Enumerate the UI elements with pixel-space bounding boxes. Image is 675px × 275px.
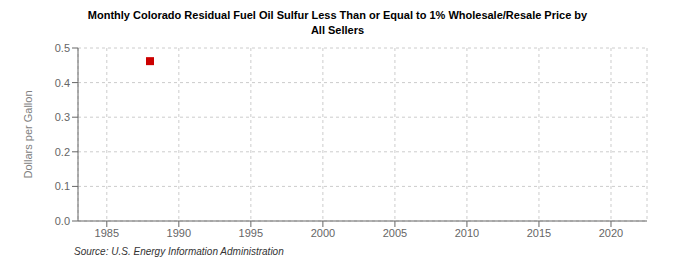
svg-text:2010: 2010 xyxy=(455,227,479,239)
svg-text:1985: 1985 xyxy=(95,227,119,239)
svg-text:0.5: 0.5 xyxy=(55,42,70,54)
html-text:Monthly Colorado Residual Fuel: Monthly Colorado Residual Fuel Oil Sulfu… xyxy=(87,9,588,21)
svg-text:2020: 2020 xyxy=(599,227,623,239)
svg-text:1990: 1990 xyxy=(167,227,191,239)
svg-text:2015: 2015 xyxy=(527,227,551,239)
svg-text:0.3: 0.3 xyxy=(55,111,70,123)
html-text:All Sellers: All Sellers xyxy=(310,24,365,36)
svg-text:2000: 2000 xyxy=(311,227,335,239)
html-text:Source: U.S. Energy Informatio: Source: U.S. Energy Information Administ… xyxy=(74,246,284,257)
svg-text:0.1: 0.1 xyxy=(55,180,70,192)
svg-text:1995: 1995 xyxy=(239,227,263,239)
svg-text:0.4: 0.4 xyxy=(55,77,70,89)
svg-text:0.2: 0.2 xyxy=(55,146,70,158)
svg-text:0.0: 0.0 xyxy=(55,215,70,227)
svg-text:2005: 2005 xyxy=(383,227,407,239)
svg-text:Dollars per Gallon: Dollars per Gallon xyxy=(22,90,34,178)
